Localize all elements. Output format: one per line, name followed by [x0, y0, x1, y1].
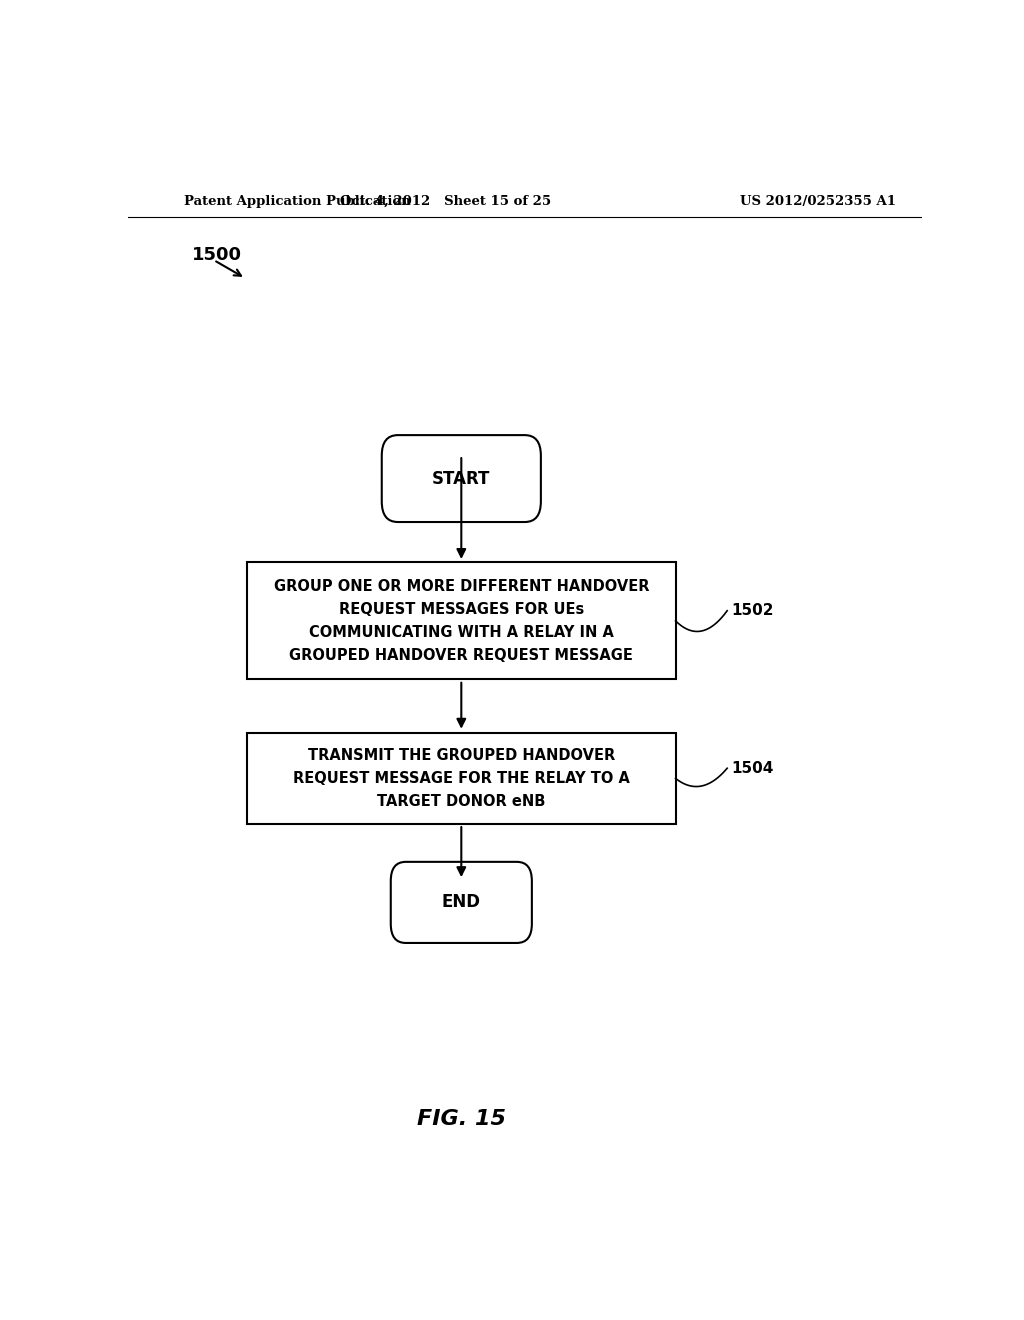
FancyBboxPatch shape	[391, 862, 531, 942]
Bar	[247, 733, 676, 824]
Text: Oct. 4, 2012   Sheet 15 of 25: Oct. 4, 2012 Sheet 15 of 25	[340, 194, 551, 207]
Text: 1504: 1504	[731, 760, 773, 776]
Text: Patent Application Publication: Patent Application Publication	[183, 194, 411, 207]
Text: TRANSMIT THE GROUPED HANDOVER
REQUEST MESSAGE FOR THE RELAY TO A
TARGET DONOR eN: TRANSMIT THE GROUPED HANDOVER REQUEST ME…	[293, 748, 630, 809]
Text: FIG. 15: FIG. 15	[417, 1109, 506, 1129]
Text: US 2012/0252355 A1: US 2012/0252355 A1	[740, 194, 896, 207]
Text: END: END	[441, 894, 481, 911]
Text: 1502: 1502	[731, 603, 774, 618]
Text: START: START	[432, 470, 490, 487]
Text: 1500: 1500	[191, 246, 242, 264]
Text: GROUP ONE OR MORE DIFFERENT HANDOVER
REQUEST MESSAGES FOR UEs
COMMUNICATING WITH: GROUP ONE OR MORE DIFFERENT HANDOVER REQ…	[273, 579, 649, 663]
FancyBboxPatch shape	[382, 436, 541, 521]
Bar	[247, 562, 676, 680]
